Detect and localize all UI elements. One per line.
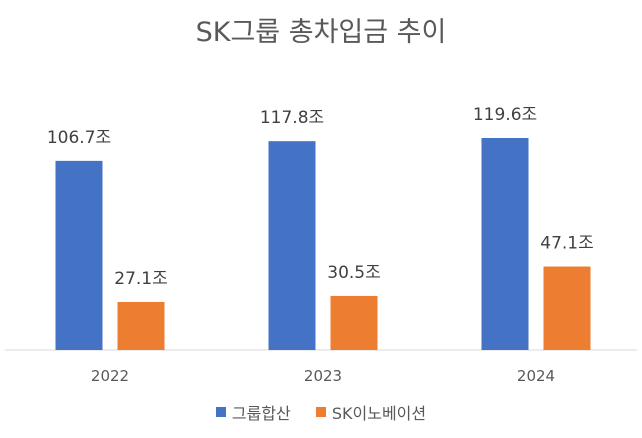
legend-label-series-0: 그룹합산 (231, 404, 291, 423)
bar-series-1-2022 (117, 301, 165, 350)
legend: 그룹합산 SK이노베이션 (0, 400, 642, 424)
data-label-series-0-2024: 119.6조 (473, 105, 537, 125)
legend-label-series-1: SK이노베이션 (331, 404, 427, 423)
bar-series-0-2022 (55, 160, 103, 350)
data-label-series-1-2023: 30.5조 (327, 263, 381, 283)
bar-series-1-2024 (543, 266, 591, 350)
legend-item-series-0: 그룹합산 (215, 400, 291, 424)
bar-series-0-2024 (481, 138, 529, 350)
data-label-series-0-2023: 117.8조 (260, 108, 324, 128)
x-tick-label-2024: 2024 (517, 367, 555, 385)
bar-series-1-2023 (330, 295, 378, 350)
chart-title: SK그룹 총차입금 추이 (195, 17, 447, 48)
x-tick-label-2023: 2023 (304, 367, 342, 385)
data-label-series-0-2022: 106.7조 (47, 128, 111, 148)
bar-series-0-2023 (268, 141, 316, 350)
legend-swatch-series-1 (315, 407, 326, 417)
legend-swatch-series-0 (215, 407, 226, 417)
legend-item-series-1: SK이노베이션 (315, 400, 427, 424)
data-label-series-1-2024: 47.1조 (540, 234, 594, 254)
data-label-series-1-2022: 27.1조 (114, 269, 168, 289)
x-tick-label-2022: 2022 (91, 367, 129, 385)
